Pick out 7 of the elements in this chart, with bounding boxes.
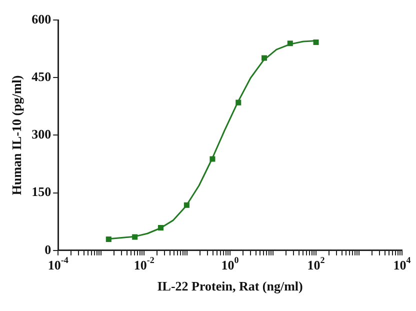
- y-tick-label: 150: [32, 184, 52, 200]
- x-axis-title: IL-22 Protein, Rat (ng/ml): [157, 278, 303, 294]
- y-tick-label: 600: [32, 11, 52, 26]
- y-tick-label: 300: [32, 126, 52, 142]
- y-axis-title: Human IL-10 (pg/ml): [9, 75, 24, 196]
- y-tick-label: 450: [32, 68, 52, 84]
- y-tick-label: 0: [44, 242, 52, 257]
